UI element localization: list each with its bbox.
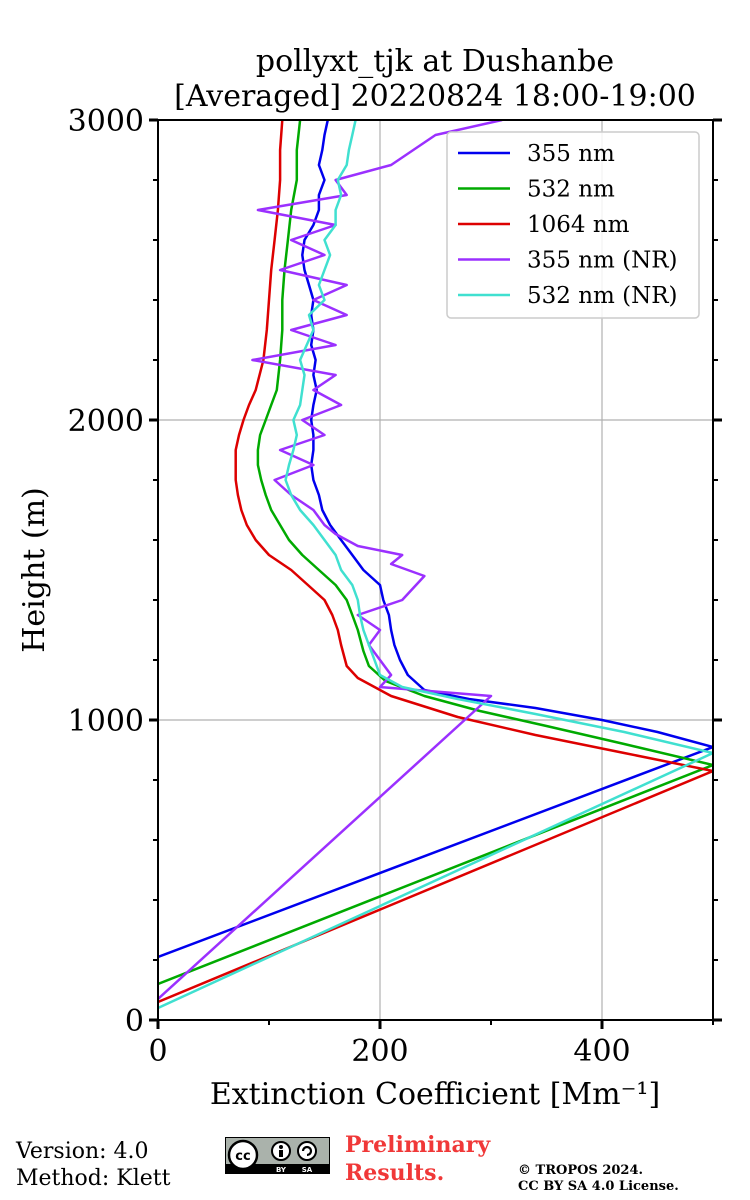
version-text: Version: 4.0	[16, 1139, 149, 1164]
copyright-note: © TROPOS 2024. CC BY SA 4.0 License.	[518, 1163, 679, 1195]
plot-frame	[157, 119, 714, 1021]
x-tick-label: 200	[351, 1034, 408, 1069]
series-line-532-nm-nr-	[158, 120, 713, 1010]
legend-box	[446, 131, 700, 319]
series-layer	[158, 120, 713, 1010]
y-tick-label: 0	[125, 1004, 144, 1039]
axis-ticks: 0 1000 2000 3000 0 200 400	[68, 104, 722, 1069]
y-tick-label: 2000	[68, 404, 144, 439]
cc-license-badge: cc BY SA	[225, 1137, 330, 1174]
preliminary-line1: Preliminary	[345, 1132, 491, 1158]
series-line-355-nm	[158, 120, 713, 959]
method-text: Method: Klett	[16, 1166, 171, 1191]
by-person-icon	[279, 1145, 283, 1149]
sa-arrow-icon	[301, 1145, 313, 1157]
legend: 355 nm 532 nm 1064 nm 355 nm (NR) 532 nm (NR…	[446, 131, 700, 319]
legend-label: 532 nm (NR)	[527, 283, 678, 309]
preliminary-note: Preliminary Results.	[345, 1131, 490, 1187]
y-axis-label: Height (m)	[17, 487, 52, 652]
legend-label: 532 nm	[527, 177, 615, 203]
copyright-line2: CC BY SA 4.0 License.	[518, 1179, 679, 1194]
sa-label: SA	[302, 1166, 313, 1174]
legend-label: 1064 nm	[527, 212, 630, 238]
chart-title-line2: [Averaged] 20220824 18:00-19:00	[174, 79, 696, 114]
series-line-1064-nm	[158, 120, 713, 1004]
x-axis-label: Extinction Coefficient [Mm⁻¹]	[210, 1077, 660, 1112]
y-tick-label: 1000	[68, 704, 144, 739]
legend-label: 355 nm (NR)	[527, 248, 678, 274]
y-tick-label: 3000	[68, 104, 144, 139]
copyright-line1: © TROPOS 2024.	[518, 1163, 644, 1178]
x-tick-label: 400	[573, 1034, 630, 1069]
series-clip-group	[158, 120, 713, 1010]
footer-info: Version: 4.0 Method: Klett	[16, 1138, 170, 1192]
chart-title-line1: pollyxt_tjk at Dushanbe	[256, 44, 614, 79]
legend-label: 355 nm	[527, 141, 615, 167]
extinction-profile-chart: pollyxt_tjk at Dushanbe [Averaged] 20220…	[17, 44, 722, 1112]
cc-symbol: cc	[235, 1149, 250, 1164]
preliminary-line2: Results.	[345, 1160, 445, 1186]
by-label: BY	[276, 1166, 287, 1174]
x-tick-label: 0	[148, 1034, 167, 1069]
